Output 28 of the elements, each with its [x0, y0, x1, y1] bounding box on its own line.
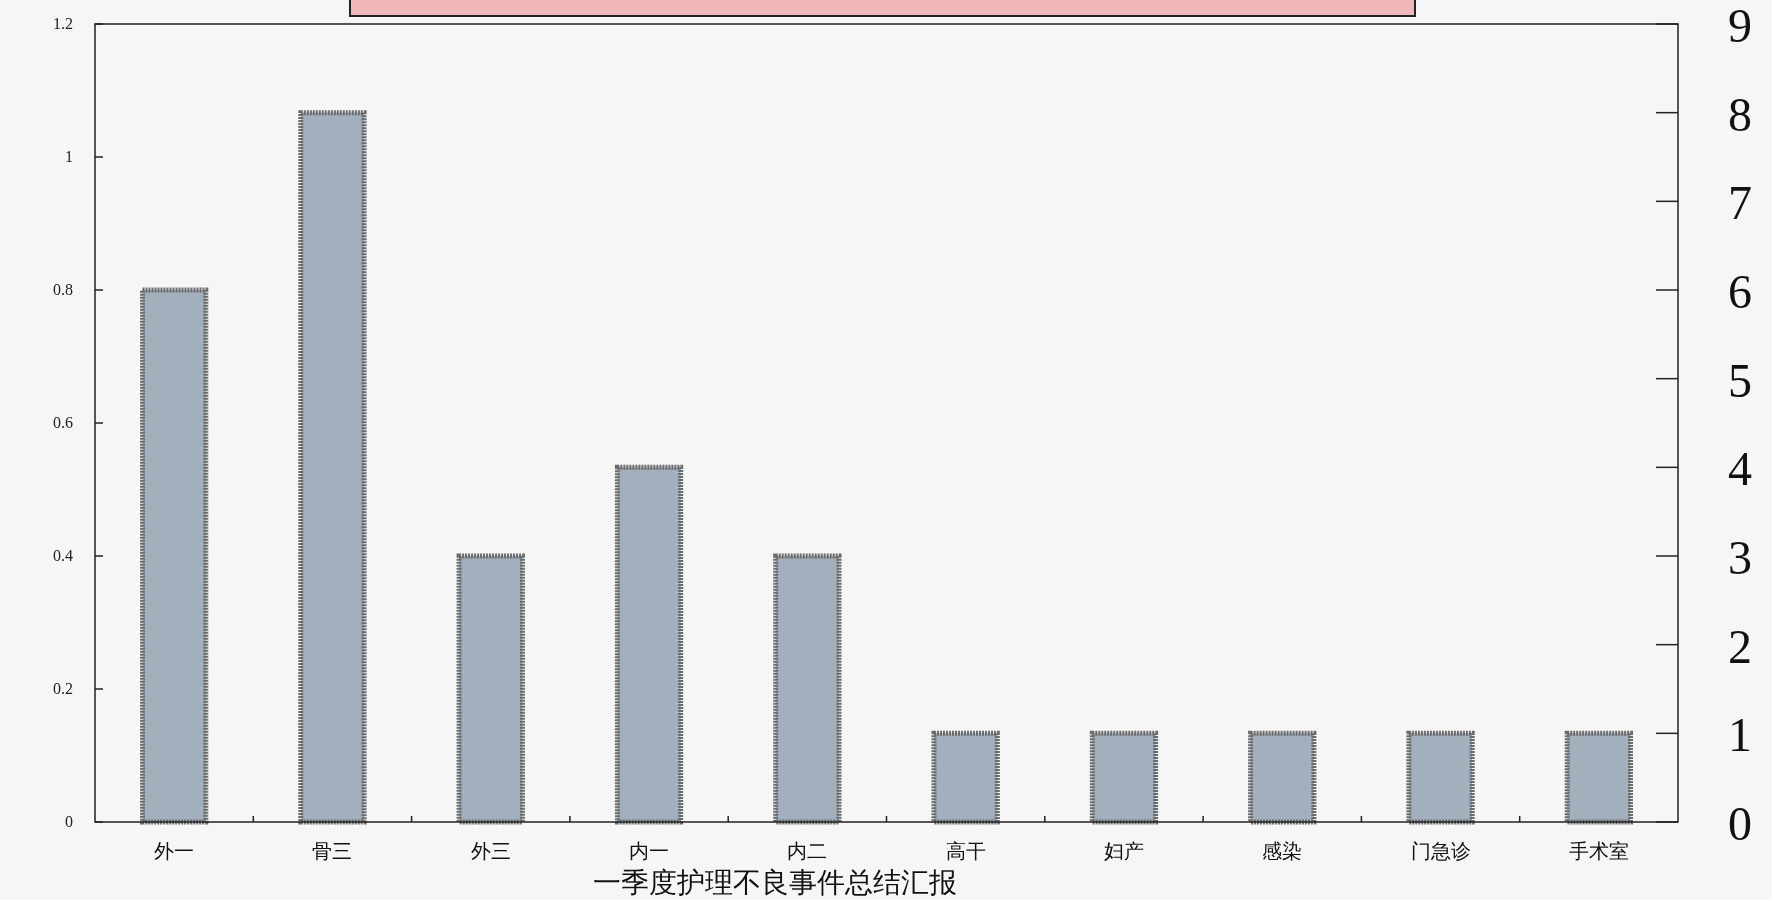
y-tick-label: 0.2	[53, 680, 73, 697]
y2-tick-label: 6	[1728, 265, 1752, 318]
y2-tick-label: 0	[1728, 797, 1752, 850]
y-tick-label: 1.2	[53, 15, 73, 32]
x-tick-label: 感染	[1262, 840, 1303, 862]
x-tick-label: 高干	[945, 840, 986, 862]
y2-tick-label: 5	[1728, 353, 1752, 407]
x-tick-label: 外三	[470, 840, 511, 862]
y2-tick-label: 4	[1728, 442, 1752, 496]
y-tick-label: 0.6	[53, 414, 73, 431]
y2-tick-label: 1	[1728, 708, 1752, 762]
y-tick-label: 0.8	[53, 281, 73, 298]
x-tick-label: 骨三	[312, 840, 353, 862]
x-tick-label: 妇产	[1103, 840, 1144, 862]
x-tick-label: 内一	[629, 840, 670, 862]
y2-tick-label: 9	[1728, 0, 1752, 52]
y-tick-label: 0.4	[53, 547, 73, 564]
y2-tick-label: 8	[1728, 87, 1752, 141]
x-tick-label: 手术室	[1568, 840, 1629, 862]
y2-tick-label: 7	[1728, 176, 1752, 230]
y-tick-label: 1	[65, 148, 73, 165]
x-tick-label: 门急诊	[1410, 840, 1471, 862]
x-axis-title: 一季度护理不良事件总结汇报	[593, 867, 957, 898]
y2-tick-label: 3	[1728, 531, 1752, 584]
y-tick-label: 0	[65, 813, 73, 830]
y2-tick-label: 2	[1728, 619, 1752, 673]
x-tick-label: 内二	[787, 840, 828, 862]
x-tick-label: 外一	[154, 840, 195, 862]
